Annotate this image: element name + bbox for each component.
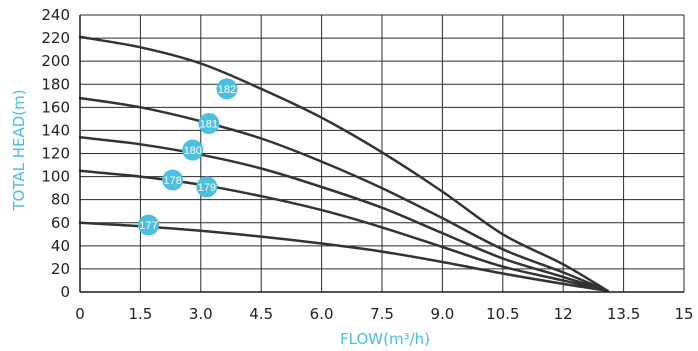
- curve-label-badge: [137, 214, 159, 236]
- y-tick-label: 220: [41, 29, 70, 47]
- curve-label-badge: [216, 78, 238, 100]
- curve-label-177: 177: [137, 214, 159, 236]
- curve-label-text: 180: [184, 145, 202, 157]
- x-axis-label: FLOW(m³/h): [340, 330, 430, 348]
- curve-label-178: 178: [162, 169, 184, 191]
- curve-label-badge: [182, 139, 204, 161]
- x-tick-label: 6.0: [310, 305, 334, 323]
- x-tick-label: 10.5: [486, 305, 519, 323]
- x-tick-label: 0: [75, 305, 85, 323]
- x-tick-label: 13.5: [607, 305, 640, 323]
- x-tick-label: 12: [554, 305, 573, 323]
- curve-label-text: 181: [200, 118, 218, 130]
- y-tick-label: 140: [41, 121, 70, 139]
- curve-labels: 182 181 180 179 178 177: [137, 78, 238, 236]
- y-tick-label: 240: [41, 6, 70, 24]
- curve-label-text: 182: [218, 84, 236, 96]
- y-tick-label: 60: [51, 214, 70, 232]
- y-tick-label: 200: [41, 52, 70, 70]
- y-tick-label: 0: [60, 283, 70, 301]
- y-tick-label: 100: [41, 168, 70, 186]
- curve-label-text: 178: [163, 175, 181, 187]
- curve-180: [78, 136, 609, 293]
- y-tick-label: 120: [41, 145, 70, 163]
- x-tick-label: 3.0: [189, 305, 213, 323]
- x-tick-label: 7.5: [370, 305, 394, 323]
- curve-label-badge: [198, 112, 220, 134]
- y-tick-label: 160: [41, 98, 70, 116]
- x-tick-label: 1.5: [128, 305, 152, 323]
- curve-label-180: 180: [182, 139, 204, 161]
- curve-label-182: 182: [216, 78, 238, 100]
- grid: [80, 14, 685, 292]
- x-tick-label: 4.5: [249, 305, 273, 323]
- x-tick-label: 9.0: [430, 305, 454, 323]
- y-tick-label: 40: [51, 237, 70, 255]
- y-axis-label: TOTAL HEAD(m): [10, 89, 28, 211]
- curve-label-badge: [196, 176, 218, 198]
- y-tick-label: 20: [51, 260, 70, 278]
- curve-181: [78, 96, 609, 293]
- curve-182: [78, 35, 609, 293]
- y-tick-label: 180: [41, 75, 70, 93]
- curve-label-badge: [162, 169, 184, 191]
- curve-label-text: 177: [139, 220, 157, 232]
- x-tick-label: 15: [674, 305, 693, 323]
- curve-label-179: 179: [196, 176, 218, 198]
- axes: [79, 15, 684, 293]
- curve-177: [78, 221, 609, 293]
- curve-179: [78, 169, 609, 293]
- curve-label-181: 181: [198, 112, 220, 134]
- tick-labels: 0 1.5 3.0 4.5 6.0 7.5 9.0 10.5 12 13.5 15 0 20 40 60 80…: [41, 6, 693, 323]
- y-tick-label: 80: [51, 191, 70, 209]
- curves: [78, 35, 609, 293]
- curve-label-text: 179: [198, 182, 216, 194]
